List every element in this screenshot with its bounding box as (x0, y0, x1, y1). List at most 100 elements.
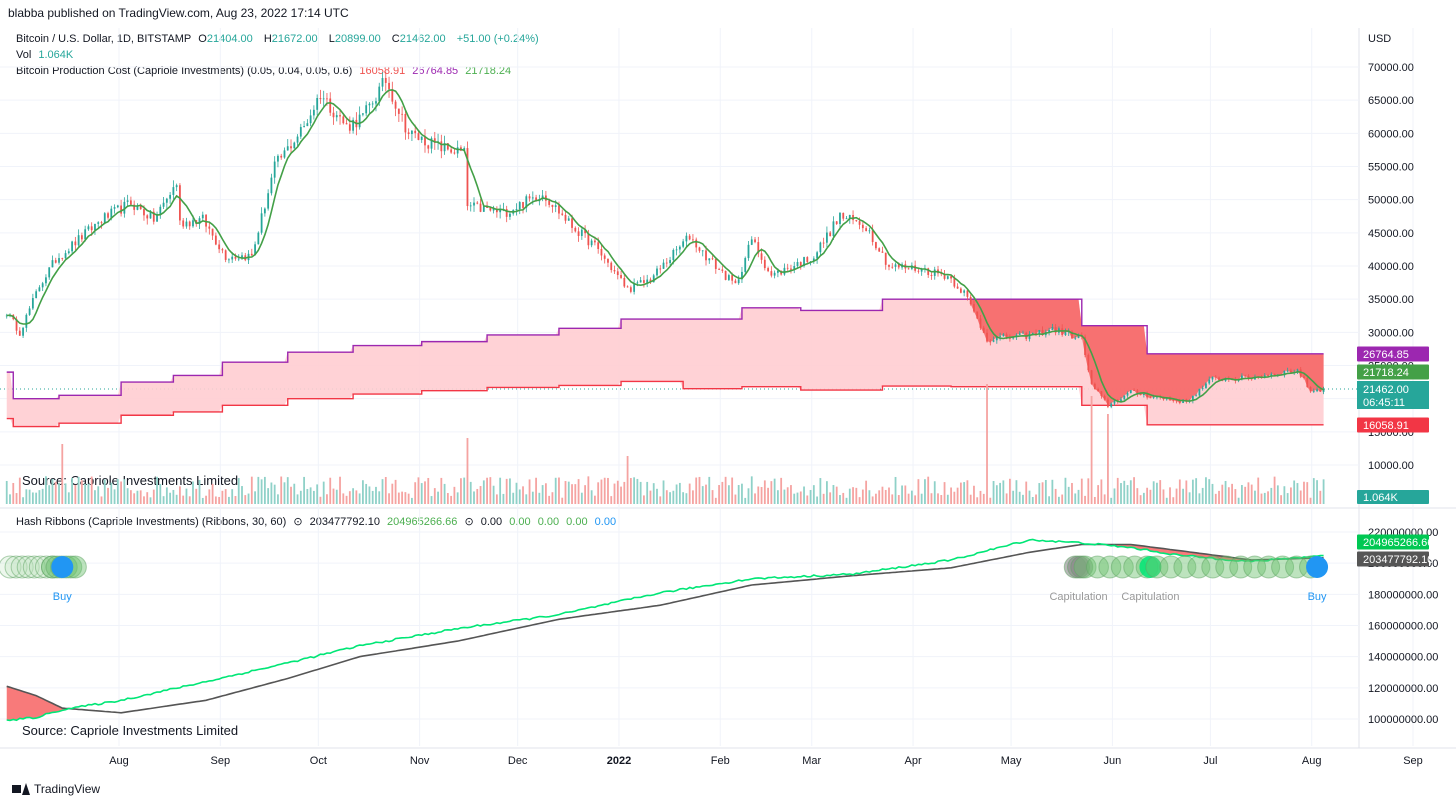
volume-bar (1126, 485, 1129, 504)
indicator-title[interactable]: Bitcoin Production Cost (Capriole Invest… (16, 65, 353, 77)
candle-body (1084, 336, 1086, 355)
volume-bar (61, 444, 64, 504)
candle-body (1022, 332, 1024, 334)
volume-bar (1250, 484, 1253, 504)
candle-body (757, 242, 760, 254)
candle-body (760, 253, 763, 260)
candle-body (959, 288, 962, 293)
volume-bar (407, 493, 410, 504)
candle-body (312, 109, 315, 116)
volume-bar (394, 479, 397, 504)
candle-body (211, 228, 214, 236)
candle-body (1120, 399, 1122, 402)
candle-body (339, 115, 341, 117)
volume-bar (884, 489, 887, 504)
symbol-title[interactable]: Bitcoin / U.S. Dollar, 1D, BITSTAMP (16, 33, 192, 45)
y-tick-label: 45000.00 (1368, 228, 1414, 240)
volume-bar (433, 488, 436, 504)
volume-bar (1254, 490, 1256, 504)
volume-bar (371, 490, 374, 504)
signal-circle (16, 555, 40, 579)
candle-body (950, 276, 952, 279)
candle-body (1093, 383, 1096, 390)
volume-bar (1260, 493, 1263, 504)
candle-body (1165, 398, 1168, 400)
production-cost-legend: Bitcoin Production Cost (Capriole Invest… (16, 65, 515, 77)
hash-title[interactable]: Hash Ribbons (Capriole Investments) (Rib… (16, 516, 287, 528)
volume-bar (757, 486, 760, 504)
candle-body (682, 241, 685, 247)
volume-bar (914, 495, 917, 504)
volume-bar (842, 492, 845, 504)
source-note-top: Source: Capriole Investments Limited (22, 473, 239, 488)
volume-bar (172, 489, 175, 504)
change-value: +51.00 (+0.24%) (456, 33, 539, 45)
candle-body (113, 207, 116, 209)
volume-bar (502, 493, 505, 504)
candle-body (548, 200, 551, 205)
volume-bar (113, 489, 116, 504)
volume-bar (747, 488, 750, 504)
candle-body (15, 319, 18, 331)
signal-circle (1173, 555, 1197, 579)
volume-bar (1084, 495, 1086, 504)
volume-bar (1263, 492, 1266, 504)
candle-body (67, 251, 70, 254)
volume-bar (175, 494, 178, 504)
volume-bar (443, 483, 446, 504)
signal-circle (1257, 555, 1281, 579)
vol-label[interactable]: Vol (16, 49, 32, 61)
candle-body (953, 278, 956, 287)
candle-body (401, 113, 404, 115)
volume-bar (149, 497, 152, 504)
volume-bar (878, 490, 881, 504)
candle-body (1322, 388, 1325, 392)
settings-icon[interactable]: ⊙ (293, 516, 303, 528)
candle-body (1077, 336, 1080, 338)
candle-body (989, 341, 992, 343)
volume-bar (1035, 494, 1037, 504)
volume-bar (414, 482, 417, 504)
volume-bar (1276, 485, 1279, 504)
candle-body (1139, 394, 1142, 396)
volume-bar (639, 481, 642, 504)
volume-bar (77, 476, 80, 504)
volume-bar (1244, 486, 1247, 504)
candle-body (754, 239, 756, 243)
candle-body (688, 235, 691, 240)
volume-bar (979, 490, 982, 504)
candle-body (221, 249, 224, 251)
candle-body (1312, 391, 1315, 392)
candle-body (116, 205, 119, 208)
candle-body (629, 287, 632, 292)
candle-body (1191, 395, 1194, 401)
volume-bar (123, 479, 126, 504)
candle-body (669, 260, 671, 264)
volume-bar (218, 496, 221, 504)
candle-body (414, 130, 417, 134)
candle-body (878, 248, 881, 252)
footer-brand[interactable]: TradingView (34, 782, 101, 796)
hash-fast-line (6, 538, 1324, 722)
candle-body (812, 258, 815, 262)
candle-body (100, 222, 103, 224)
volume-bar (1211, 483, 1214, 504)
candle-body (613, 270, 616, 272)
candle-body (705, 250, 707, 261)
volume-bar (907, 493, 910, 504)
settings-icon[interactable]: ⊙ (464, 516, 474, 528)
volume-bar (1048, 496, 1051, 504)
volume-bar (437, 491, 439, 504)
volume-bar (1273, 476, 1276, 504)
volume-bar (1306, 482, 1309, 504)
candle-body (509, 213, 511, 217)
candle-body (1296, 369, 1299, 373)
volume-bar (731, 477, 734, 504)
volume-bar (368, 486, 371, 504)
tag-last-price: 21462.00 (1363, 384, 1409, 396)
volume-bars (5, 384, 1325, 504)
volume-bar (214, 496, 217, 504)
volume-bar (956, 487, 959, 504)
candle-body (130, 200, 132, 205)
